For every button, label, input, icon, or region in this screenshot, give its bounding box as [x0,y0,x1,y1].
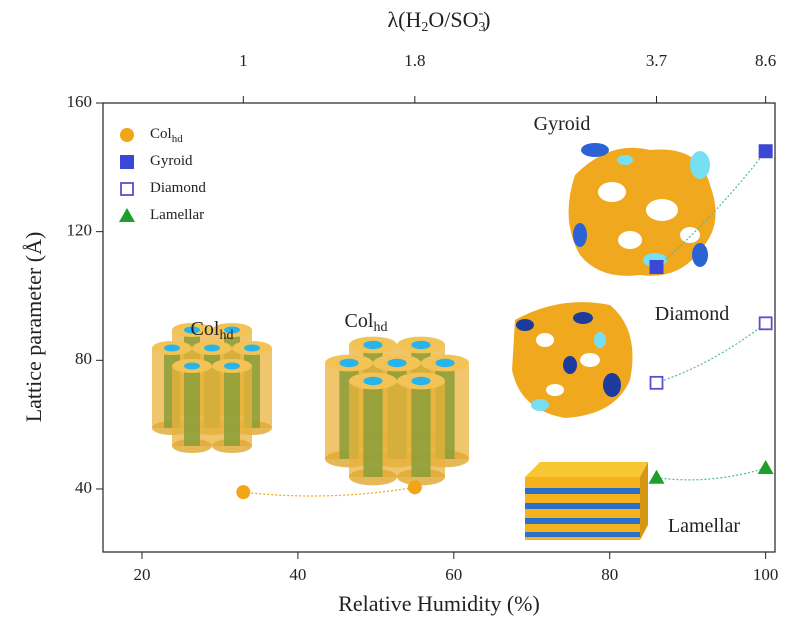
legend-marker [120,182,134,196]
fit-curve [656,322,767,384]
legend-marker [119,208,135,222]
legend-marker [120,128,134,142]
annotation-text: Col [191,318,220,340]
y-tick-label: 40 [75,478,92,497]
col-bundle-small [152,323,272,453]
data-point [649,260,664,275]
x-tick-label: 100 [753,565,779,584]
annotation-sub: hd [373,320,387,335]
annotation-text: Gyroid [534,113,591,135]
annotation: Gyroid [534,113,591,135]
data-point [648,469,665,484]
x-tick-label: 40 [289,565,306,584]
legend-name: Lamellar [150,207,204,223]
gyroid-structure [568,143,716,276]
data-point [649,375,664,390]
annotation-text: Col [345,310,374,332]
x2-tick-label: 1 [239,51,248,70]
annotation: Diamond [655,303,729,325]
legend-label: Diamond [150,180,206,196]
annotation: Colhd [191,318,234,344]
x-tick-label: 60 [445,565,462,584]
legend-label: Gyroid [150,153,193,169]
fit-curve [656,150,767,268]
annotation: Lamellar [668,515,741,537]
legend-name: Col [150,126,172,142]
legend-name-sub: hd [172,133,184,145]
x-tick-label: 80 [601,565,618,584]
plot-frame [102,102,776,553]
fit-curve [243,486,415,497]
col-bundle-large [325,336,469,486]
annotation: Colhd [345,310,388,336]
legend-name: Gyroid [150,153,193,169]
x-tick-label: 20 [133,565,150,584]
legend-label: Colhd [150,126,183,144]
lamellar-structure [525,462,648,540]
legend-marker [120,155,134,169]
data-point [758,144,773,159]
annotation-text: Diamond [655,303,729,325]
data-point [407,480,422,495]
y-tick-label: 160 [67,92,93,111]
y-axis-title: Lattice parameter (Å) [21,232,46,423]
x2-tick-label: 3.7 [646,51,668,70]
y-tick-label: 120 [67,221,93,240]
legend-label: Lamellar [150,207,204,223]
annotation-sub: hd [219,328,233,343]
illustrations [152,143,716,540]
y-tick-label: 80 [75,349,92,368]
data-point [236,485,251,500]
annotation-text: Lamellar [668,515,741,537]
x2-axis-title: λ(H2O/SO3-) [387,6,490,35]
x-axis-title: Relative Humidity (%) [338,591,540,616]
fit-curve [656,467,766,481]
legend-name: Diamond [150,180,206,196]
diamond-structure [512,302,633,418]
x2-tick-label: 8.6 [755,51,776,70]
data-point [757,460,774,475]
x2-tick-label: 1.8 [404,51,425,70]
data-point [758,316,773,331]
